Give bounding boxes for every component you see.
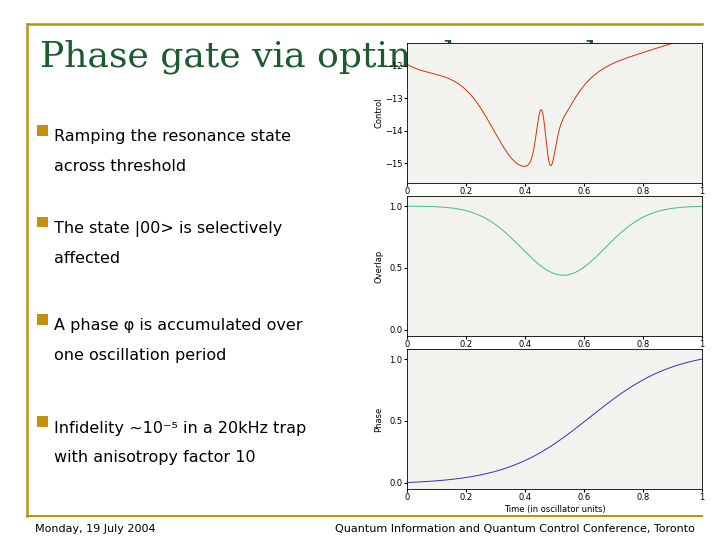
- Bar: [37, 217, 48, 227]
- Y-axis label: Control: Control: [374, 98, 383, 128]
- Text: A phase φ is accumulated over: A phase φ is accumulated over: [54, 318, 302, 333]
- Bar: [37, 125, 48, 136]
- Bar: [37, 416, 48, 427]
- Text: across threshold: across threshold: [54, 159, 186, 174]
- Text: with anisotropy factor 10: with anisotropy factor 10: [54, 450, 256, 465]
- Text: Infidelity ~10⁻⁵ in a 20kHz trap: Infidelity ~10⁻⁵ in a 20kHz trap: [54, 421, 306, 436]
- Bar: [37, 314, 48, 325]
- Text: affected: affected: [54, 251, 120, 266]
- Text: Quantum Information and Quantum Control Conference, Toronto: Quantum Information and Quantum Control …: [335, 524, 695, 534]
- Y-axis label: Overlap: Overlap: [374, 249, 383, 282]
- Text: The state |00> is selectively: The state |00> is selectively: [54, 221, 282, 237]
- Text: Monday, 19 July 2004: Monday, 19 July 2004: [35, 524, 156, 534]
- Text: Phase gate via optimal control: Phase gate via optimal control: [40, 39, 597, 74]
- X-axis label: Time (in oscillator units): Time (in oscillator units): [503, 505, 606, 514]
- Text: Ramping the resonance state: Ramping the resonance state: [54, 129, 291, 144]
- Y-axis label: Phase: Phase: [374, 406, 383, 431]
- Text: one oscillation period: one oscillation period: [54, 348, 226, 363]
